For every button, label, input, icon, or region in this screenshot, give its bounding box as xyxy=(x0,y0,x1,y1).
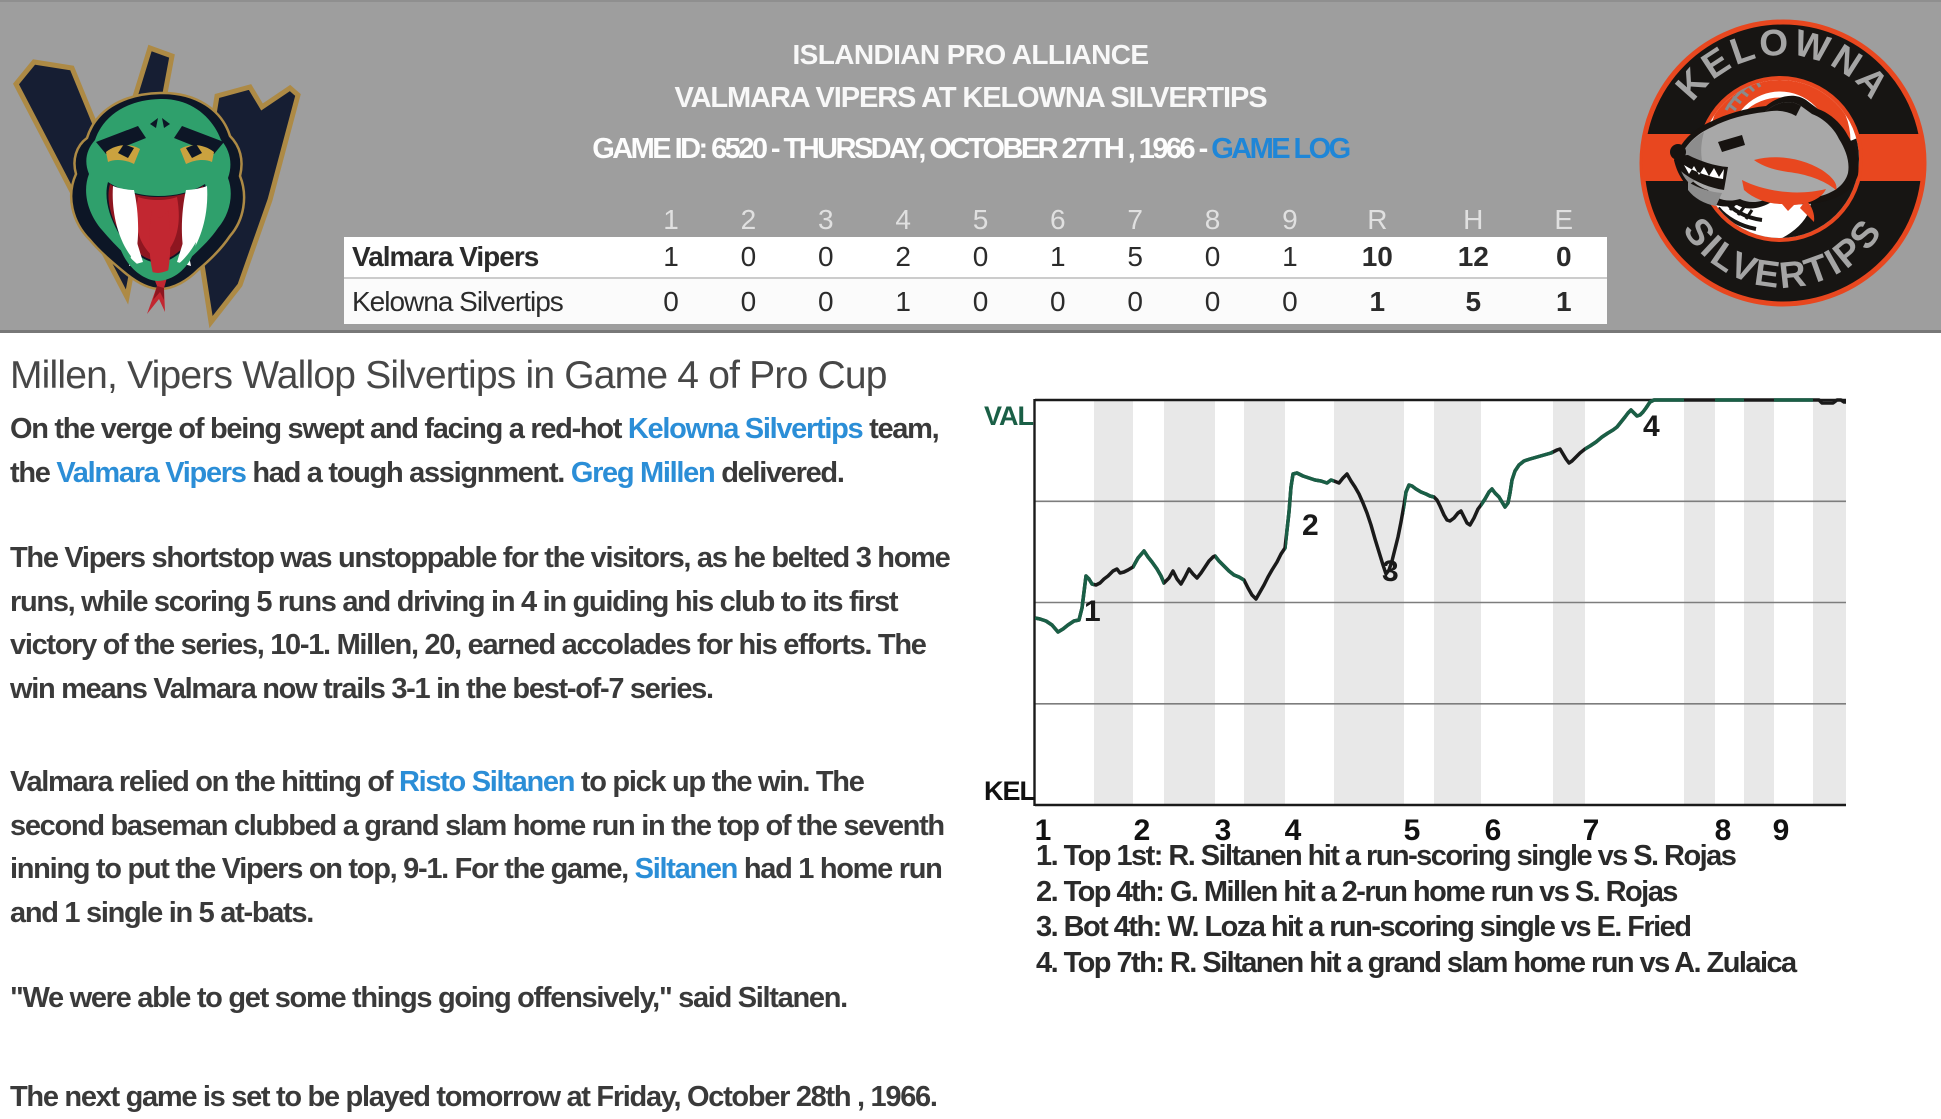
svg-text:VAL: VAL xyxy=(984,401,1034,431)
svg-text:4: 4 xyxy=(1285,814,1302,847)
svg-text:KEL: KEL xyxy=(984,776,1036,806)
svg-text:7: 7 xyxy=(1583,814,1600,847)
svg-text:6: 6 xyxy=(1485,814,1502,847)
svg-text:3: 3 xyxy=(1215,814,1232,847)
svg-text:9: 9 xyxy=(1773,814,1790,847)
svg-text:4: 4 xyxy=(1643,410,1660,443)
svg-text:3: 3 xyxy=(1382,555,1399,588)
svg-text:5: 5 xyxy=(1404,814,1421,847)
svg-text:2: 2 xyxy=(1134,814,1151,847)
svg-text:1: 1 xyxy=(1084,595,1101,628)
svg-text:8: 8 xyxy=(1715,814,1732,847)
svg-text:2: 2 xyxy=(1302,509,1319,542)
svg-text:1: 1 xyxy=(1035,814,1052,847)
